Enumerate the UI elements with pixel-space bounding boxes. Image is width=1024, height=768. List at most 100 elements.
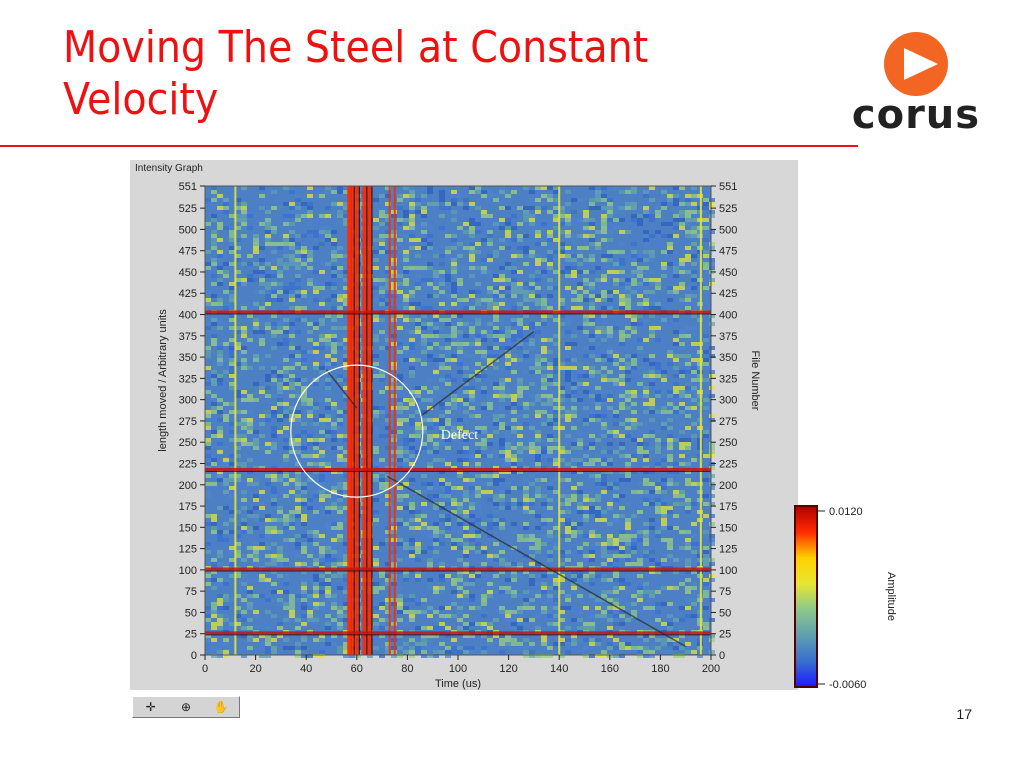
heatmap-cell <box>583 418 589 422</box>
heatmap-cell <box>337 298 343 302</box>
heatmap-cell <box>217 618 223 622</box>
heatmap-cell <box>253 382 259 386</box>
y-tick-label: 0 <box>191 650 197 662</box>
heatmap-cell <box>493 390 499 394</box>
heatmap-cell <box>535 186 541 190</box>
heatmap-cell <box>463 650 469 654</box>
heatmap-cell <box>535 494 541 498</box>
heatmap-cell <box>577 254 583 258</box>
heatmap-cell <box>379 602 385 606</box>
heatmap-cell <box>343 218 349 222</box>
heatmap-cell <box>475 486 481 490</box>
heatmap-cell <box>553 206 559 210</box>
heatmap-cell <box>313 342 319 346</box>
heatmap-cell <box>667 454 673 458</box>
heatmap-cell <box>529 402 535 406</box>
heatmap-cell <box>313 438 319 442</box>
heatmap-cell <box>505 234 511 238</box>
heatmap-cell <box>451 434 457 438</box>
heatmap-cell <box>529 326 535 330</box>
heatmap-cell <box>685 506 691 510</box>
heatmap-cell <box>295 626 301 630</box>
heatmap-cell <box>475 606 481 610</box>
heatmap-cell <box>619 614 625 618</box>
heatmap-cell <box>547 506 553 510</box>
heatmap-cell <box>427 202 433 206</box>
heatmap-cell <box>631 206 637 210</box>
heatmap-cell <box>559 362 565 366</box>
heatmap-cell <box>505 330 511 334</box>
heatmap-cell <box>601 606 607 610</box>
heatmap-cell <box>649 362 655 366</box>
heatmap-cell <box>385 642 391 646</box>
heatmap-cell <box>583 646 589 650</box>
y2-tick-label: 50 <box>719 607 731 619</box>
cursor-crosshair-icon[interactable]: ✛ <box>145 700 156 714</box>
heatmap-cell <box>577 470 583 474</box>
heatmap-cell <box>397 222 403 226</box>
heatmap-cell <box>253 514 259 518</box>
heatmap-cell <box>301 654 307 658</box>
horizontal-band-edge <box>205 570 711 572</box>
heatmap-cell <box>643 286 649 290</box>
heatmap-cell <box>271 490 277 494</box>
heatmap-cell <box>631 538 637 542</box>
heatmap-cell <box>703 530 709 534</box>
heatmap-cell <box>343 562 349 566</box>
heatmap-cell <box>313 490 319 494</box>
heatmap-cell <box>643 586 649 590</box>
heatmap-cell <box>241 530 247 534</box>
heatmap-cell <box>547 458 553 462</box>
heatmap-cell <box>583 514 589 518</box>
heatmap-cell <box>469 250 475 254</box>
heatmap-cell <box>211 398 217 402</box>
heatmap-cell <box>475 362 481 366</box>
heatmap-cell <box>577 610 583 614</box>
heatmap-cell <box>265 222 271 226</box>
heatmap-cell <box>619 442 625 446</box>
x-tick-label: 120 <box>499 663 517 675</box>
heatmap-cell <box>247 510 253 514</box>
heatmap-cell <box>247 410 253 414</box>
heatmap-cell <box>403 282 409 286</box>
heatmap-cell <box>259 246 265 250</box>
heatmap-cell <box>673 286 679 290</box>
zoom-icon[interactable]: ⊕ <box>180 700 192 714</box>
heatmap-cell <box>283 410 289 414</box>
heatmap-cell <box>277 598 283 602</box>
heatmap-cell <box>445 486 451 490</box>
heatmap-cell <box>631 458 637 462</box>
heatmap-cell <box>487 234 493 238</box>
heatmap-cell <box>589 318 595 322</box>
heatmap-cell <box>445 422 451 426</box>
heatmap-cell <box>637 270 643 274</box>
heatmap-cell <box>505 586 511 590</box>
heatmap-cell <box>451 342 457 346</box>
heatmap-cell <box>337 550 343 554</box>
heatmap-cell <box>589 550 595 554</box>
heatmap-cell <box>253 446 259 450</box>
heatmap-cell <box>589 222 595 226</box>
heatmap-cell <box>463 634 469 638</box>
heatmap-cell <box>595 402 601 406</box>
heatmap-cell <box>247 398 253 402</box>
heatmap-cell <box>445 502 451 506</box>
heatmap-cell <box>505 430 511 434</box>
heatmap-cell <box>427 322 433 326</box>
pan-hand-icon[interactable]: ✋ <box>213 700 229 714</box>
heatmap-cell <box>457 266 463 270</box>
heatmap-cell <box>379 346 385 350</box>
heatmap-cell <box>523 246 529 250</box>
heatmap-cell <box>277 410 283 414</box>
heatmap-cell <box>661 510 667 514</box>
heatmap-cell <box>235 434 241 438</box>
heatmap-cell <box>565 506 571 510</box>
heatmap-cell <box>469 546 475 550</box>
heatmap-cell <box>379 330 385 334</box>
heatmap-cell <box>379 482 385 486</box>
heatmap-cell <box>373 318 379 322</box>
heatmap-cell <box>427 262 433 266</box>
heatmap-cell <box>421 442 427 446</box>
heatmap-plot-area[interactable] <box>205 186 715 658</box>
heatmap-cell <box>499 518 505 522</box>
